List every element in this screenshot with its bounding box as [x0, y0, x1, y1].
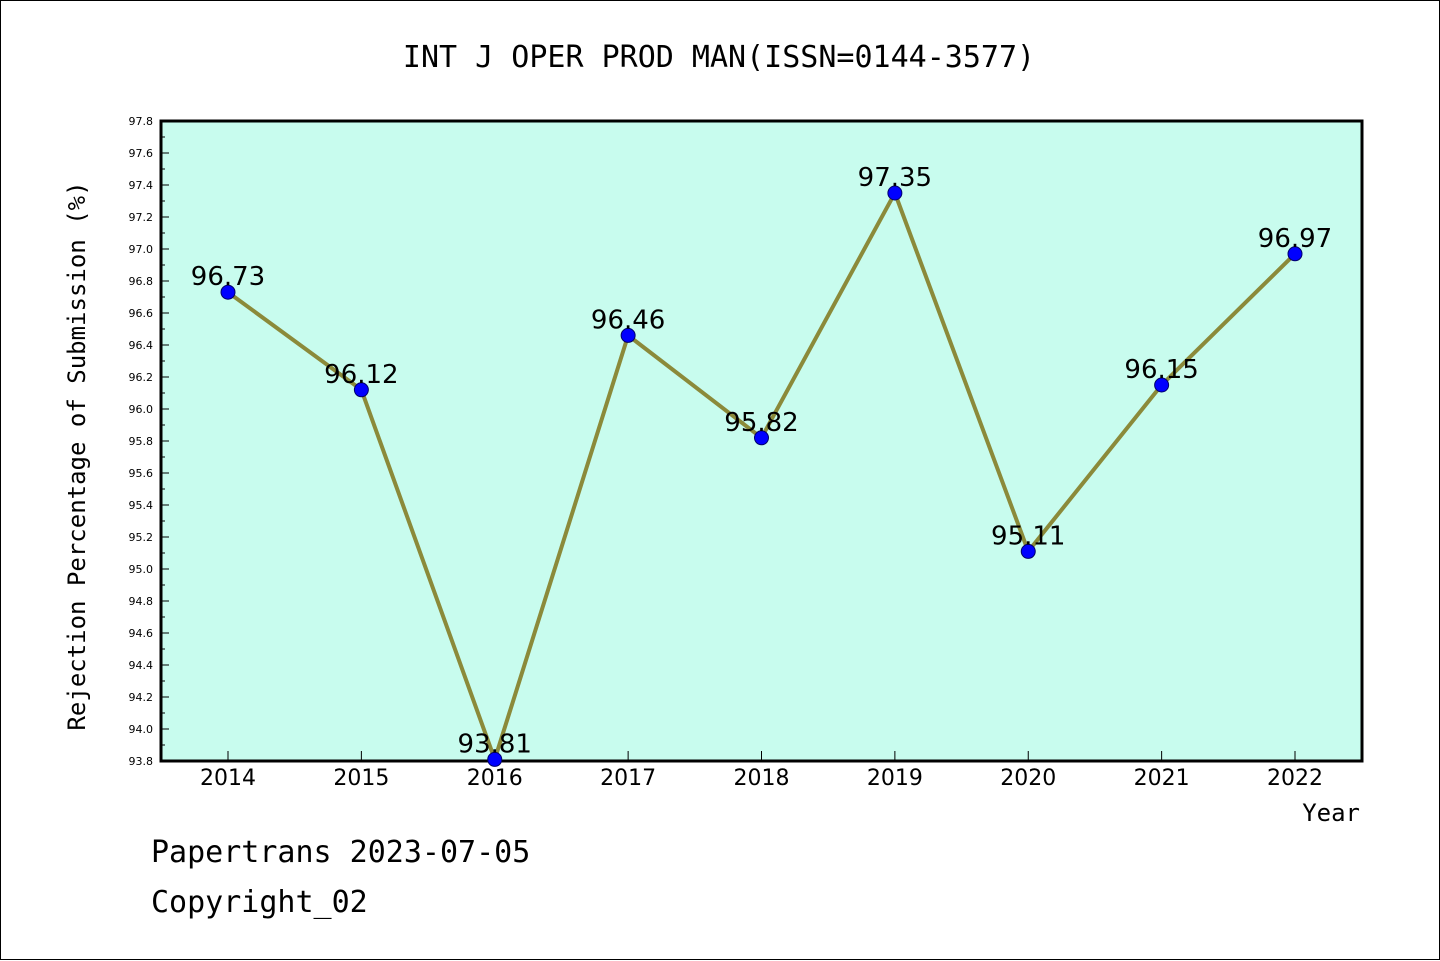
y-tick-label: 95.0 [129, 563, 154, 576]
x-tick-label: 2017 [600, 766, 656, 791]
x-tick-label: 2021 [1134, 766, 1190, 791]
data-label: 96.12 [324, 360, 398, 390]
footer-copyright-text: Copyright_02 [151, 885, 368, 920]
x-axis: 2014 2015 2016 2017 2018 2019 2020 2021 2022 [200, 751, 1323, 791]
data-label: 96.73 [191, 262, 265, 292]
data-point [220, 284, 236, 300]
data-label: 97.35 [858, 163, 932, 193]
data-label: 96.97 [1258, 224, 1332, 254]
y-tick-label: 93.8 [129, 755, 154, 768]
data-point [1287, 246, 1303, 262]
data-point [487, 751, 503, 767]
x-tick-label: 2016 [467, 766, 523, 791]
data-label: 96.15 [1124, 355, 1198, 385]
y-tick-label: 94.8 [129, 595, 154, 608]
data-label: 96.46 [591, 305, 665, 335]
y-tick-label: 97.4 [129, 179, 154, 192]
y-axis-label: Rejection Percentage of Submission (%) [63, 181, 91, 730]
x-tick-label: 2018 [734, 766, 790, 791]
y-tick-label: 96.2 [129, 371, 154, 384]
data-point [1020, 543, 1036, 559]
y-tick-label: 96.6 [129, 307, 154, 320]
y-tick-label: 97.2 [129, 211, 154, 224]
y-tick-label: 97.0 [129, 243, 154, 256]
y-tick-label: 97.6 [129, 147, 154, 160]
data-label: 95.82 [724, 408, 798, 438]
data-point [353, 382, 369, 398]
series-group: 96.73 96.12 93.81 96.46 95.82 97.35 95.11 96.15… [191, 163, 1332, 767]
x-tick-label: 2014 [200, 766, 256, 791]
y-tick-label: 97.8 [129, 115, 154, 128]
y-tick-label: 96.4 [129, 339, 154, 352]
data-point [754, 430, 769, 446]
x-axis-label: Year [1302, 799, 1360, 827]
data-label: 95.11 [991, 521, 1065, 551]
y-tick-label: 94.4 [129, 659, 154, 672]
y-tick-label: 94.6 [129, 627, 154, 640]
y-tick-label: 95.6 [129, 467, 154, 480]
chart-title: INT J OPER PROD MAN(ISSN=0144-3577) [403, 40, 1035, 75]
data-point [1154, 377, 1170, 393]
y-tick-label: 94.2 [129, 691, 154, 704]
x-tick-label: 2022 [1267, 766, 1323, 791]
footer-date-text: Papertrans 2023-07-05 [151, 835, 531, 870]
y-tick-label: 95.2 [129, 531, 154, 544]
y-tick-label: 95.8 [129, 435, 154, 448]
y-tick-label: 96.8 [129, 275, 154, 288]
x-tick-label: 2019 [867, 766, 923, 791]
data-label: 93.81 [458, 729, 532, 759]
data-point [887, 185, 903, 201]
x-tick-label: 2015 [333, 766, 389, 791]
y-tick-label: 94.0 [129, 723, 154, 736]
y-tick-label: 96.0 [129, 403, 154, 416]
y-tick-label: 95.4 [129, 499, 154, 512]
x-tick-label: 2020 [1000, 766, 1056, 791]
data-point [620, 327, 636, 343]
y-axis: 93.8 94.0 94.2 94.4 94.6 94.8 95.0 95.2 95.4 95.6… [129, 115, 169, 768]
